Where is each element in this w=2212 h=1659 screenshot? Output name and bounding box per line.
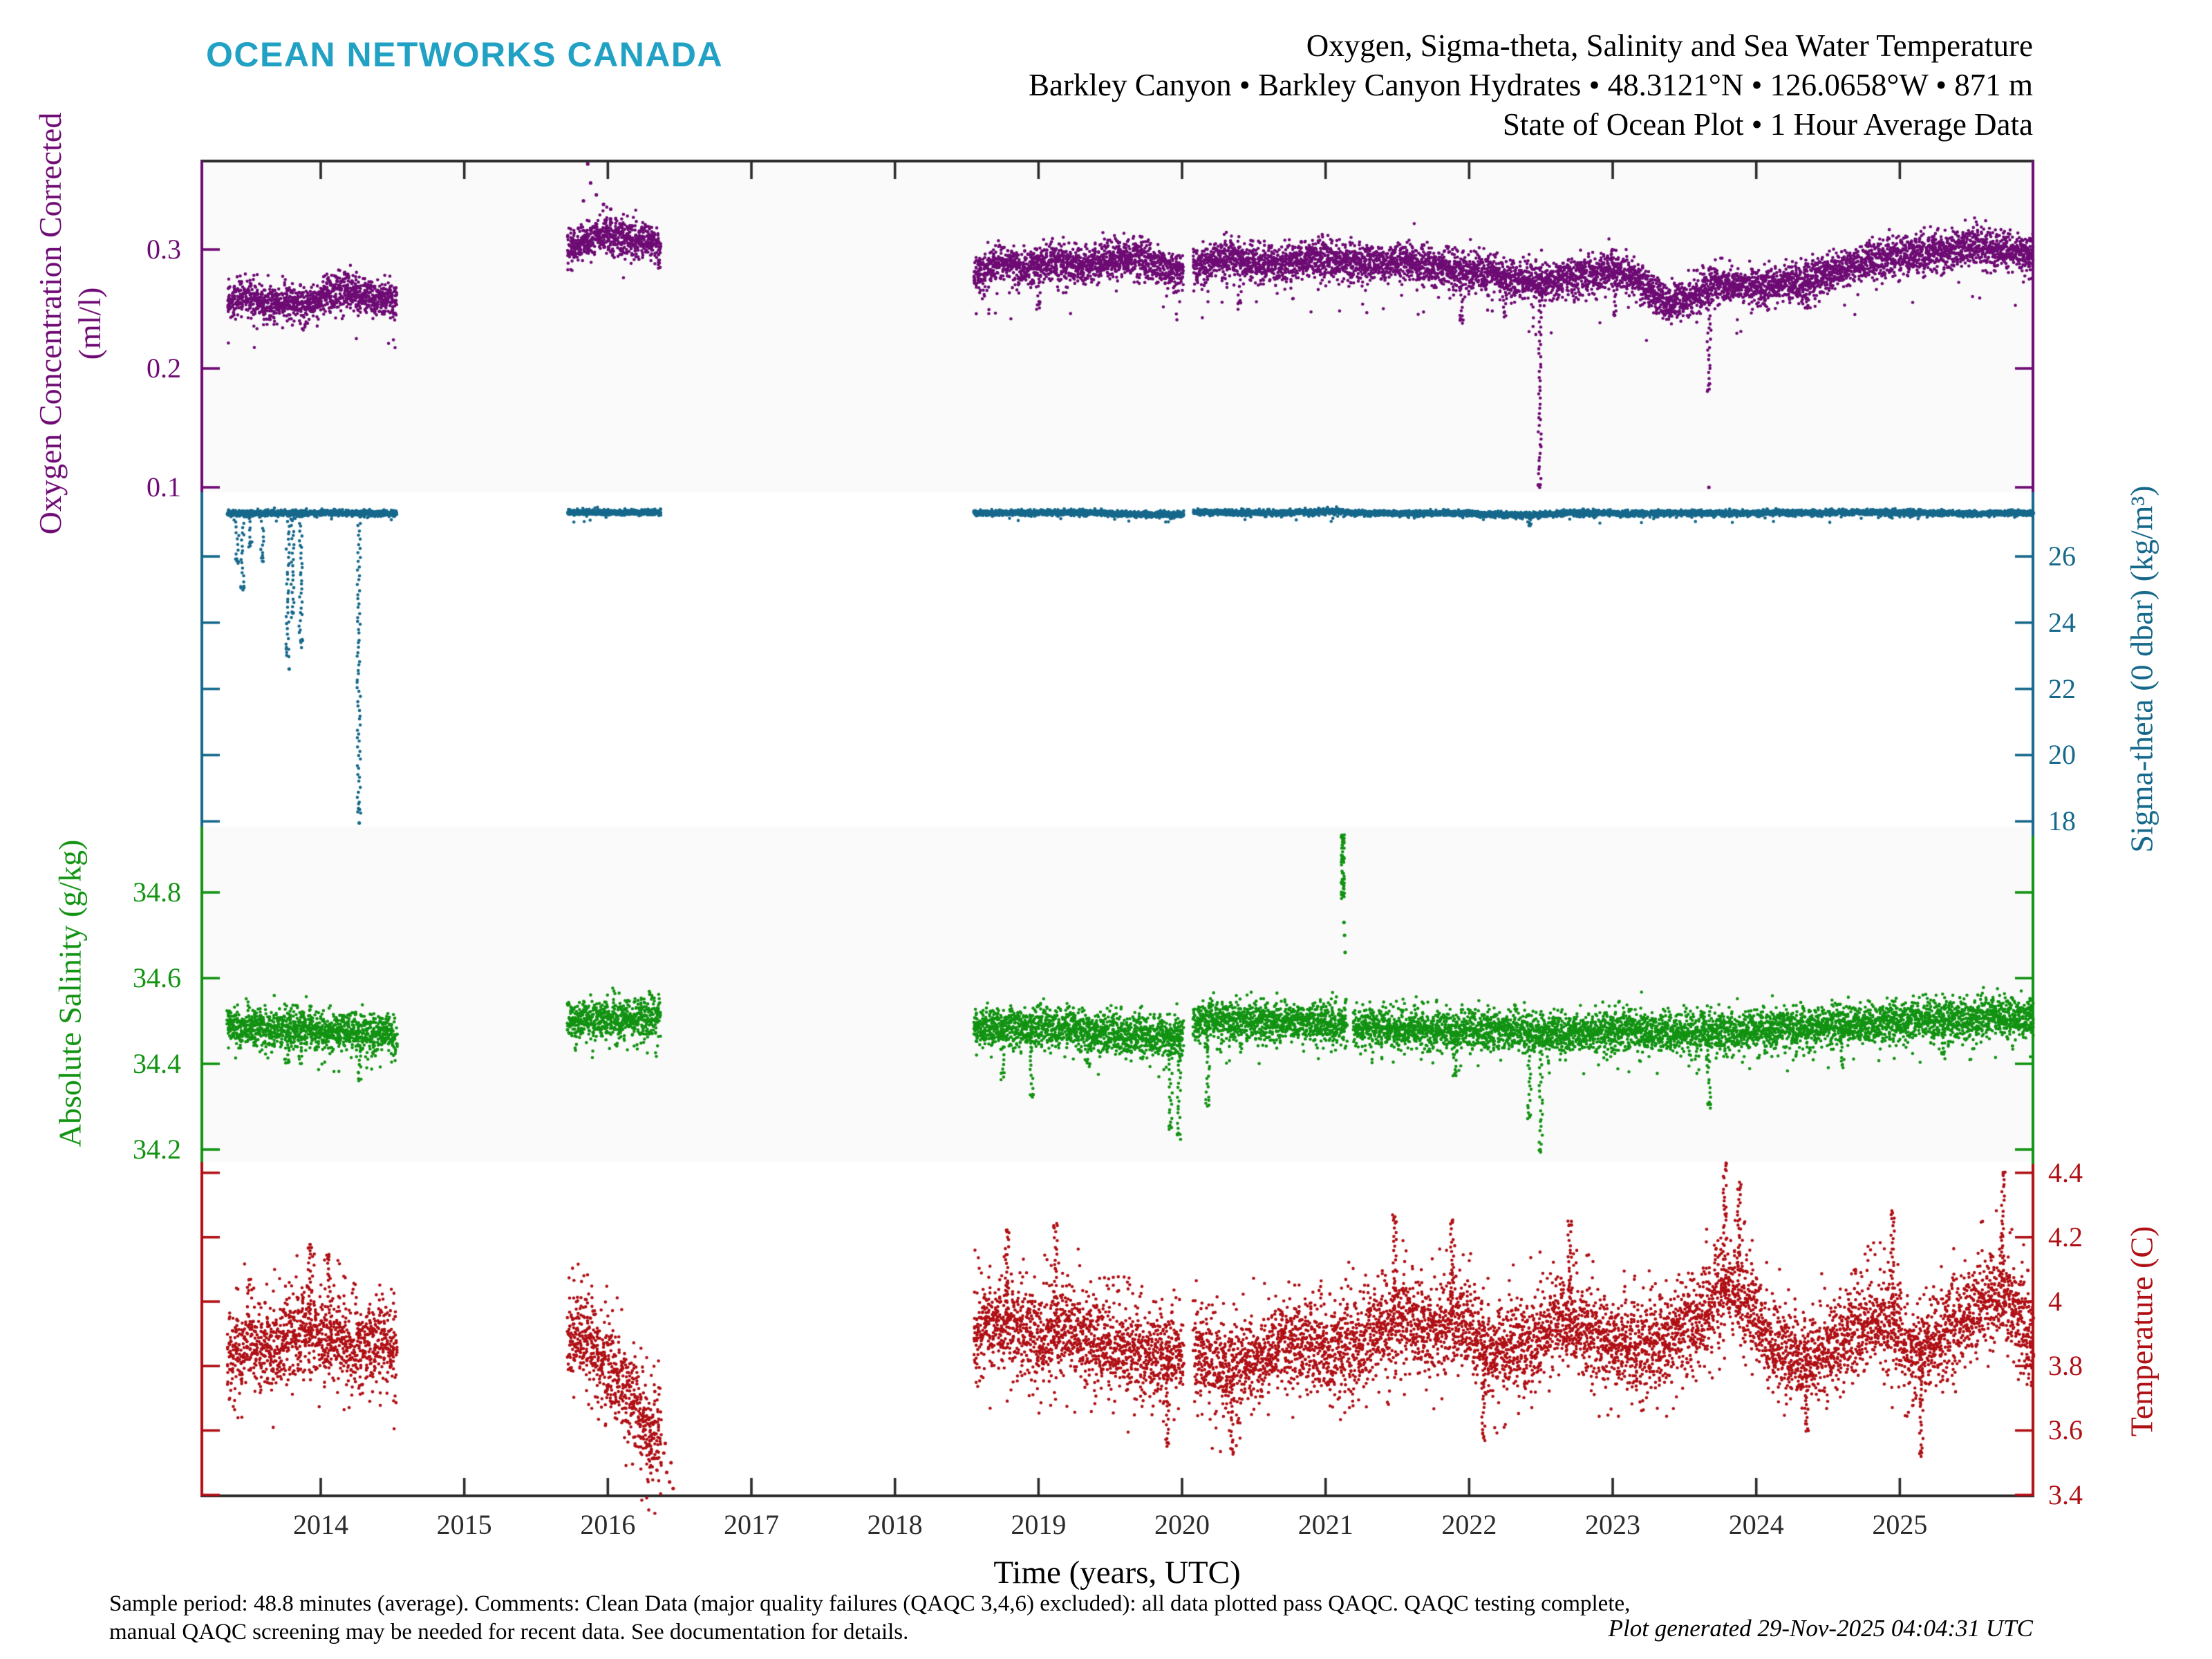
y-tick-label-sigma-20: 20 [2048, 739, 2076, 771]
onc-logo: OCEAN NETWORKS CANADA [206, 35, 724, 74]
y-tick-label-temperature-4.4: 4.4 [2048, 1156, 2083, 1188]
y-tick-label-sigma-18: 18 [2048, 805, 2076, 837]
plot-title-block: Oxygen, Sigma-theta, Salinity and Sea Wa… [1029, 26, 2033, 144]
y-tick-label-sigma-26: 26 [2048, 541, 2076, 572]
plot-generated-timestamp: Plot generated 29-Nov-2025 04:04:31 UTC [1608, 1615, 2033, 1642]
y-tick-label-salinity-34.4: 34.4 [133, 1048, 181, 1079]
y-tick-label-temperature-3.6: 3.6 [2048, 1414, 2083, 1446]
x-tick-label-2019: 2019 [1011, 1509, 1067, 1540]
y-tick-label-oxygen-0.2: 0.2 [147, 353, 181, 384]
y-tick-label-sigma-24: 24 [2048, 606, 2076, 638]
footer-comments-line2: manual QAQC screening may be needed for … [109, 1620, 909, 1644]
y-tick-label-oxygen-0.1: 0.1 [147, 471, 181, 503]
x-axis-label: Time (years, UTC) [993, 1555, 1241, 1591]
x-tick-label-2018: 2018 [867, 1509, 923, 1540]
y-tick-label-temperature-4.2: 4.2 [2048, 1221, 2083, 1253]
y-tick-label-sigma-22: 22 [2048, 673, 2076, 704]
y-tick-label-temperature-3.8: 3.8 [2048, 1350, 2083, 1382]
x-tick-label-2015: 2015 [436, 1509, 492, 1540]
x-tick-label-2025: 2025 [1872, 1509, 1928, 1540]
x-tick-label-2020: 2020 [1154, 1509, 1210, 1540]
plot-title-line2: Barkley Canyon • Barkley Canyon Hydrates… [1029, 68, 2033, 102]
y-tick-label-salinity-34.8: 34.8 [133, 877, 181, 908]
plot-title-line1: Oxygen, Sigma-theta, Salinity and Sea Wa… [1306, 28, 2033, 63]
y-axis-label-temperature: Temperature (C) [2124, 1226, 2159, 1437]
y-tick-label-salinity-34.2: 34.2 [133, 1134, 181, 1165]
footer-comments: Sample period: 48.8 minutes (average). C… [109, 1590, 1630, 1647]
y-tick-label-temperature-4: 4 [2048, 1286, 2062, 1317]
y-tick-label-temperature-3.4: 3.4 [2048, 1479, 2083, 1510]
footer-comments-line1: Sample period: 48.8 minutes (average). C… [109, 1591, 1631, 1616]
x-tick-label-2014: 2014 [293, 1509, 348, 1540]
plot-title-line3: State of Ocean Plot • 1 Hour Average Dat… [1502, 107, 2033, 142]
y-tick-label-salinity-34.6: 34.6 [133, 962, 181, 993]
y-tick-label-oxygen-0.3: 0.3 [147, 234, 181, 265]
x-tick-label-2017: 2017 [724, 1509, 779, 1540]
x-tick-label-2016: 2016 [580, 1509, 636, 1540]
x-tick-label-2022: 2022 [1441, 1509, 1497, 1540]
x-tick-label-2023: 2023 [1585, 1509, 1641, 1540]
x-tick-label-2021: 2021 [1297, 1509, 1353, 1540]
x-tick-label-2024: 2024 [1728, 1509, 1784, 1540]
